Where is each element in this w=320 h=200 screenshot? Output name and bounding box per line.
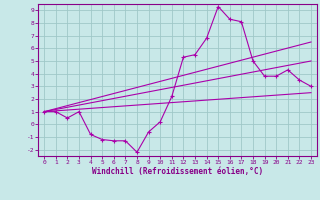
X-axis label: Windchill (Refroidissement éolien,°C): Windchill (Refroidissement éolien,°C)	[92, 167, 263, 176]
